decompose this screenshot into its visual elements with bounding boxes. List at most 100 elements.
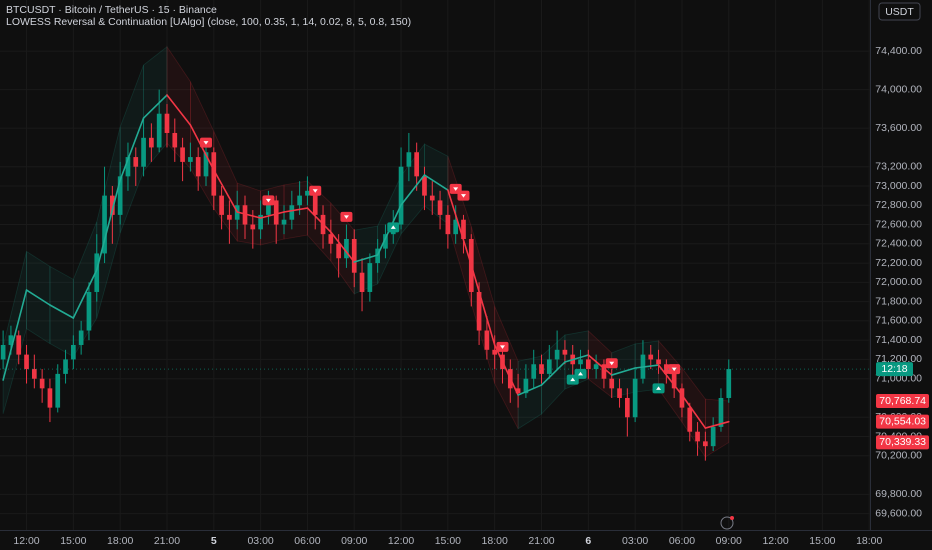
candle-body [141,137,146,167]
candle-body [671,373,677,389]
lowess-segment [306,207,332,233]
candle-body [180,147,185,162]
x-tick-label: 12:00 [762,535,788,547]
x-tick-label: 15:00 [435,535,461,547]
currency-button-text[interactable]: USDT [885,6,914,18]
signal-arrow [203,141,209,145]
candle-body [336,243,341,259]
candle-body [398,166,404,225]
currency-button-frame[interactable] [878,2,921,21]
axes: 74,400.00 74,000.00 73,600.00 73,200.00 73,0… [0,45,929,547]
y-tick-label: 72,200.00 [875,257,922,269]
candle-body [695,431,700,442]
x-tick-label: 18:00 [107,535,133,547]
candle-body [422,176,427,196]
candle-body [133,157,139,167]
candle-body [523,378,529,394]
x-tick-label: 12:00 [388,535,414,547]
lowess-segment [283,207,309,213]
candles [0,89,732,461]
candle-body [156,113,162,148]
y-tick-label: 72,800.00 [875,199,922,211]
candle-body [406,152,412,167]
signal-arrow [499,345,505,349]
candle-body [453,219,459,235]
candle-body [492,349,498,355]
candle-body [39,378,45,389]
candle-body [554,349,560,360]
lowess-segment [447,189,473,266]
y-tick-label: 73,000.00 [875,180,922,192]
candle-body [539,364,544,374]
candle-body [266,200,271,215]
candle-body [102,195,107,254]
candle-body [624,397,630,418]
x-tick-label: 03:00 [622,535,648,547]
candle-body [359,272,365,292]
candle-body [367,263,373,292]
signal-marker [199,137,212,148]
signal-arrow [265,198,271,203]
signal-marker [387,222,400,233]
y-tick-label: 69,800.00 [875,488,922,500]
candle-body [172,132,178,148]
candle-body [312,190,318,215]
x-tick-label: 21:00 [154,535,180,547]
candle-body [562,349,568,355]
x-tick-label: 21:00 [528,535,554,547]
candle-body [78,330,84,345]
price-label: 70,768.74 [879,395,926,407]
lowess-segment [119,117,145,181]
candle-body [726,369,732,398]
lowess-segment [259,211,285,219]
lowess-segment [657,364,683,396]
lowess-segment [704,420,730,429]
candle-body [429,195,435,201]
candle-body [219,195,224,215]
y-tick-label: 73,200.00 [875,160,922,172]
candle-body [383,234,388,249]
candle-body [281,219,287,225]
price-label-box [876,393,929,408]
icon-dot[interactable] [730,516,734,520]
candle-body [117,176,123,215]
signal-arrow [578,371,584,376]
candle-body [305,190,310,196]
x-tick-label: 03:00 [247,535,273,547]
candle-body [273,200,279,225]
lowess-segment [493,344,519,396]
candle-body [546,359,552,374]
x-tick-label: 18:00 [856,535,882,547]
lowess-segment [517,384,543,396]
signal-marker [652,383,665,394]
reset-icon[interactable] [720,516,734,530]
y-tick-label: 74,400.00 [875,45,922,57]
x-tick-label: 5 [211,535,217,547]
grid [0,0,870,530]
band-area [611,343,636,398]
lowess-segment [470,264,496,346]
x-tick-label: 12:00 [13,535,39,547]
lowess-segment [634,364,660,369]
candle-body [8,335,14,345]
candle-body [656,359,661,365]
candle-body [195,157,201,177]
currency-button[interactable]: USDT [878,2,921,21]
signal-arrow [609,361,615,366]
candle-body [94,253,100,292]
candle-body [149,137,154,148]
x-tick-label: 09:00 [716,535,742,547]
x-tick-label: 15:00 [60,535,86,547]
band-area [353,225,379,295]
signal-marker [668,364,681,375]
signal-marker [340,211,353,222]
lowess-line [2,94,730,429]
countdown: 12:18 [881,363,907,375]
candle-body [664,364,669,374]
y-tick-label: 71,800.00 [875,295,922,307]
y-tick-label: 71,400.00 [875,334,922,346]
lowess-segment [142,94,168,119]
icon-circle[interactable] [720,516,734,530]
